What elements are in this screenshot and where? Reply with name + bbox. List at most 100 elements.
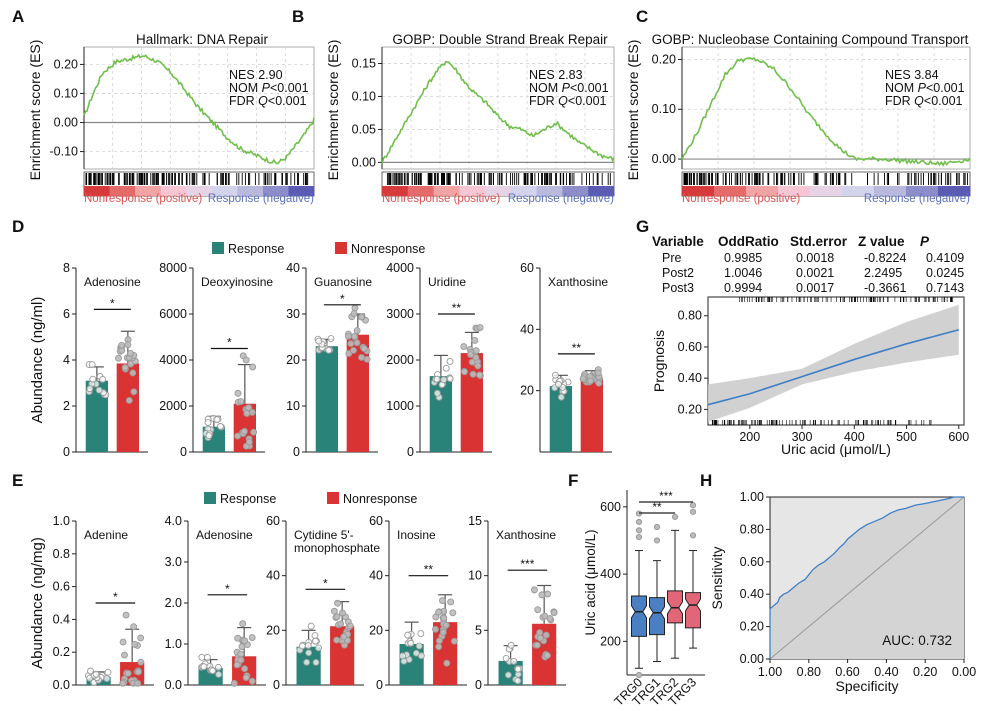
stat-line: FDR Q<0.001 xyxy=(229,94,307,108)
rank-gradient-cell xyxy=(842,186,875,196)
subplot-title: Inosine xyxy=(397,528,436,542)
rank-gradient-cell xyxy=(938,186,971,196)
panel-letter-a: A xyxy=(12,7,24,26)
data-point xyxy=(209,667,217,675)
data-point xyxy=(538,591,546,599)
y-axis-label: Enrichment score (ES) xyxy=(27,40,43,181)
data-point xyxy=(95,386,103,394)
y-tick-label: 0.15 xyxy=(352,56,376,70)
bar-nonresponse xyxy=(116,363,139,452)
data-point xyxy=(546,615,554,623)
significance-stars: * xyxy=(227,336,232,350)
y-tick-label: 0.05 xyxy=(352,122,376,136)
bar-response xyxy=(315,346,339,452)
data-point xyxy=(360,345,368,353)
data-point xyxy=(432,625,439,633)
data-point xyxy=(234,389,242,397)
enrichment-curve xyxy=(381,60,615,165)
data-point xyxy=(533,641,541,649)
data-point xyxy=(443,659,451,667)
data-point xyxy=(550,609,558,617)
legend-swatch-nonresponse xyxy=(327,492,339,504)
data-point xyxy=(442,621,450,629)
outlier-point xyxy=(689,508,697,515)
y-tick-label: 1.0 xyxy=(165,637,182,651)
y-axis-label: Uric acid (μmol/L) xyxy=(583,529,598,635)
panel-letter-c: C xyxy=(636,7,648,26)
table-cell: 0.9985 xyxy=(724,251,762,265)
data-point xyxy=(442,364,450,372)
y-tick-label: 0 xyxy=(180,445,187,459)
data-point xyxy=(333,613,341,621)
rank-gradient-cell xyxy=(746,186,779,196)
positive-label: Nonresponse (positive) xyxy=(682,193,800,205)
y-tick-label: 0.0 xyxy=(53,678,70,692)
bar-subplot: 0 2 4 6 8 Adenosine * xyxy=(63,261,148,459)
data-point xyxy=(92,670,100,678)
data-point xyxy=(407,639,415,647)
stat-line: NES 2.83 xyxy=(529,68,583,82)
data-point xyxy=(205,432,213,440)
y-axis-label: Enrichment score (ES) xyxy=(625,40,641,181)
bar-subplot: 0 20 40 60 Inosine ** xyxy=(369,514,467,692)
y-tick-label: 20 xyxy=(266,623,280,637)
data-point xyxy=(587,377,594,385)
y-tick-label: 0.20 xyxy=(678,402,702,416)
legend-label-nonresponse: Nonresponse xyxy=(351,242,425,256)
table-cell: 0.0018 xyxy=(796,251,834,265)
data-point xyxy=(213,416,221,424)
gsea-panel-a: Hallmark: DNA Repair 0.20 0.10 0.00 -0.10 Enr… xyxy=(27,32,315,205)
subplot-title: Adenine xyxy=(84,528,128,542)
data-point xyxy=(298,642,306,650)
data-point xyxy=(543,652,551,659)
x-tick-label: 0.20 xyxy=(913,665,937,679)
rank-gradient-cell xyxy=(407,186,435,196)
stat-line: NES 2.90 xyxy=(229,68,283,82)
data-point xyxy=(595,379,603,387)
auc-label: AUC: 0.732 xyxy=(882,633,952,648)
subplot-title: Adenosine xyxy=(196,528,253,542)
significance-stars: * xyxy=(340,292,345,306)
y-tick-label: 0 xyxy=(475,678,482,692)
bar-subplot: 0.0 1.0 2.0 3.0 4.0 Adenosine * xyxy=(165,514,266,692)
data-point xyxy=(200,663,208,671)
subplot-title: Deoxyinosine xyxy=(201,275,273,289)
y-tick-label: 0.10 xyxy=(652,102,676,116)
rank-gradient-cell xyxy=(459,186,486,196)
rank-gradient-cell xyxy=(874,186,907,196)
y-axis-label: Enrichment score (ES) xyxy=(325,40,341,181)
table-cell: 0.0245 xyxy=(926,266,964,280)
table-cell: 1.0046 xyxy=(724,266,762,280)
y-tick-label: 0.00 xyxy=(352,155,376,169)
prognosis-curve xyxy=(707,329,959,406)
data-point xyxy=(446,375,454,383)
data-point xyxy=(125,397,133,404)
roc-panel-h: 1.00 0.80 0.60 0.40 0.20 0.00 0.00 0.20 0.40 0.60… xyxy=(709,490,976,694)
y-tick-label: 2000 xyxy=(386,353,414,367)
data-point xyxy=(412,649,420,657)
panel-letter-f: F xyxy=(568,471,578,490)
data-point xyxy=(447,598,455,606)
y-tick-label: 400 xyxy=(600,567,621,581)
data-point xyxy=(346,622,354,630)
data-point xyxy=(510,658,518,665)
bar-subplot: 0.0 0.2 0.4 0.6 0.8 1.0 Adenine * xyxy=(53,514,154,692)
y-tick-label: 20 xyxy=(369,623,383,637)
y-tick-label: 0.00 xyxy=(54,116,78,130)
stat-line: FDR Q<0.001 xyxy=(529,94,607,108)
rank-gradient-cell xyxy=(906,186,939,196)
data-point xyxy=(88,361,96,368)
y-tick-label: 4000 xyxy=(386,261,414,275)
data-point xyxy=(439,628,447,636)
positive-label: Nonresponse (positive) xyxy=(382,193,500,205)
subplot-title: Cytidine 5'- xyxy=(294,528,354,542)
data-point xyxy=(530,586,538,594)
rank-gradient-cell xyxy=(109,186,136,196)
y-tick-label: 40 xyxy=(266,569,280,583)
data-point xyxy=(351,332,358,340)
y-tick-label: 0 xyxy=(273,678,280,692)
data-point xyxy=(103,675,111,683)
y-tick-label: 8 xyxy=(63,261,70,275)
data-point xyxy=(99,376,106,383)
